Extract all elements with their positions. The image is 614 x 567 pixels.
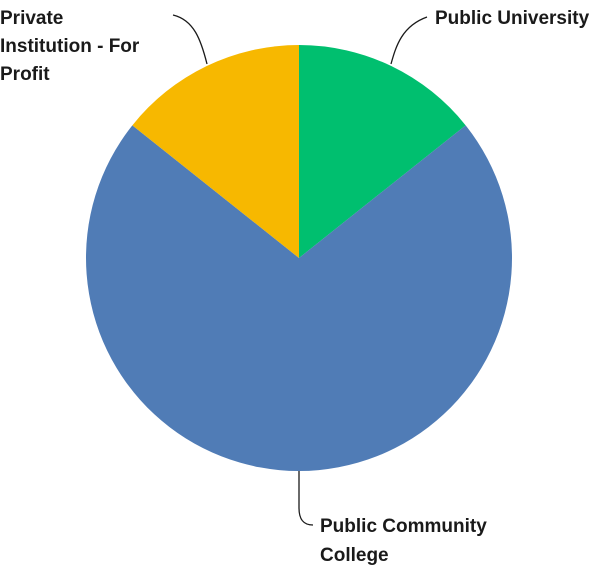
pie-slice-private-institution-for-profit (132, 44, 299, 258)
pie-slice-public-university (299, 45, 466, 258)
pie-slices (86, 44, 512, 472)
leader-line-public-community-college (298, 471, 314, 526)
leader-line-private-institution-for-profit (172, 14, 208, 65)
slice-labels: Public University Public Community College… (0, 8, 590, 566)
leader-line-public-university (390, 16, 428, 65)
leader-lines (172, 14, 428, 526)
slice-label-public-community-college: Public Community College (320, 516, 487, 566)
pie-slice-public-community-college (86, 125, 512, 472)
slice-label-public-university: Public University (435, 8, 590, 29)
slice-label-private-institution-for-profit: Private Institution - For Profit (0, 8, 140, 85)
